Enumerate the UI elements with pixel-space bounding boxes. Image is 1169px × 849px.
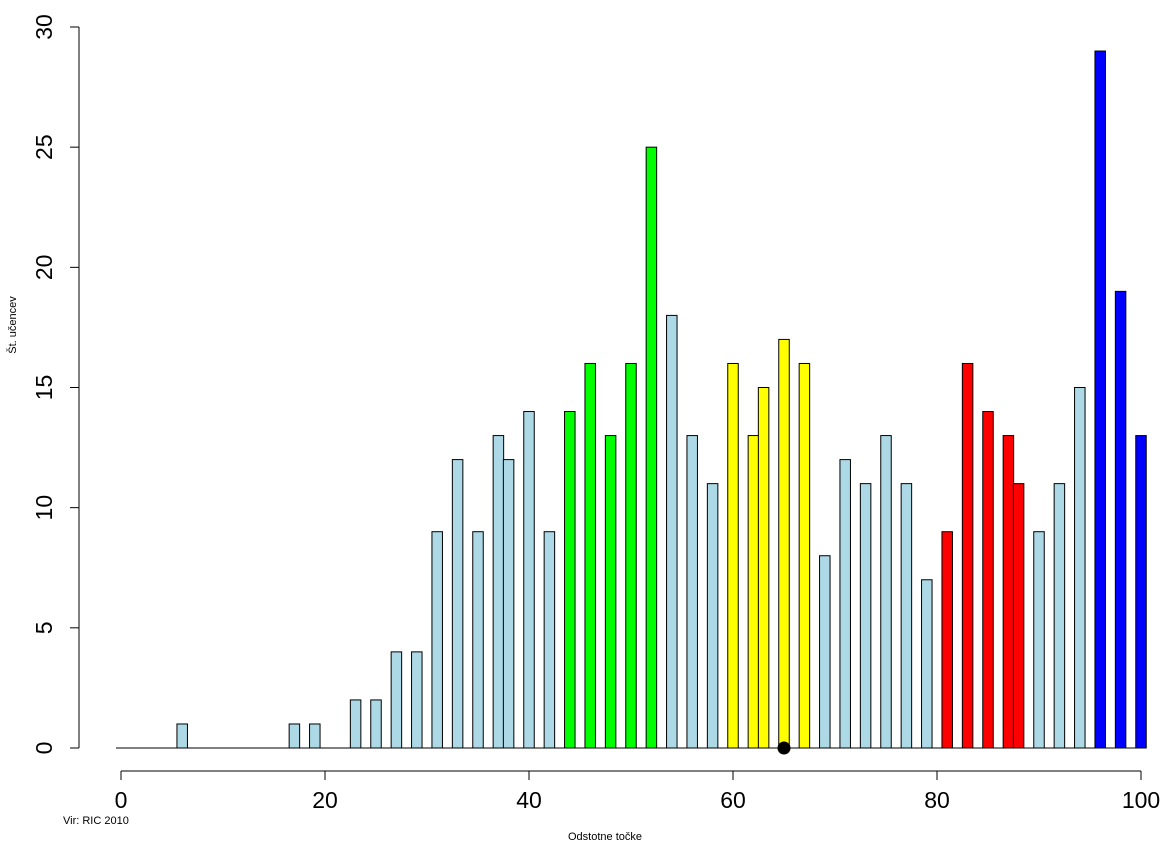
x-axis: 0 20 40 60 80 100 xyxy=(115,770,1160,813)
bar-7 xyxy=(431,531,443,749)
bar-24 xyxy=(757,387,770,749)
bar-36 xyxy=(1002,435,1015,749)
bar-35 xyxy=(982,411,994,749)
source-note: Vir: RIC 2010 xyxy=(63,815,129,827)
bar-9 xyxy=(472,531,484,749)
bar-23 xyxy=(747,435,760,749)
bar-4 xyxy=(370,699,382,749)
x-tick-label: 40 xyxy=(516,787,542,813)
bar-34 xyxy=(961,362,974,749)
x-tick-label: 0 xyxy=(115,787,128,813)
bar-17 xyxy=(625,362,637,749)
bar-13 xyxy=(543,531,556,749)
x-tick-label: 60 xyxy=(720,787,746,813)
bar-42 xyxy=(1114,290,1127,749)
bar-22 xyxy=(727,362,739,749)
bar-28 xyxy=(839,459,851,749)
bar-19 xyxy=(666,314,678,749)
y-tick-label: 10 xyxy=(31,495,57,521)
y-tick-label: 20 xyxy=(31,255,57,281)
bar-10 xyxy=(492,435,505,749)
bar-39 xyxy=(1053,483,1066,749)
bar-20 xyxy=(686,435,698,749)
y-tick-label: 0 xyxy=(31,742,57,755)
y-axis: 0 5 10 15 20 25 30 xyxy=(31,14,80,755)
y-tick-label: 5 xyxy=(31,621,57,634)
bar-16 xyxy=(604,435,617,749)
bar-43 xyxy=(1135,435,1147,749)
marker-group xyxy=(777,741,791,755)
bar-41 xyxy=(1094,50,1106,749)
bar-1 xyxy=(288,723,301,749)
bar-8 xyxy=(451,459,464,749)
bar-33 xyxy=(941,531,953,749)
bar-26 xyxy=(798,362,811,749)
bar-18 xyxy=(645,146,658,749)
y-tick-label: 30 xyxy=(31,14,57,40)
bar-25 xyxy=(778,338,790,749)
bar-31 xyxy=(900,483,913,749)
x-tick-label: 100 xyxy=(1122,787,1160,813)
bar-12 xyxy=(523,411,535,749)
x-axis-label: Odstotne točke xyxy=(568,831,642,843)
bar-5 xyxy=(390,651,403,749)
bar-2 xyxy=(309,723,321,749)
bar-14 xyxy=(564,411,576,749)
bar-37 xyxy=(1012,483,1025,749)
bar-21 xyxy=(706,483,719,749)
bar-29 xyxy=(859,483,872,749)
x-tick-label: 20 xyxy=(312,787,338,813)
y-tick-label: 25 xyxy=(31,134,57,160)
y-axis-label: Št. učencev xyxy=(7,296,19,354)
bar-32 xyxy=(921,579,933,749)
bar-40 xyxy=(1074,387,1086,749)
bar-0 xyxy=(176,723,188,749)
x-tick-label: 80 xyxy=(924,787,950,813)
bar-27 xyxy=(819,555,831,749)
bar-30 xyxy=(880,435,892,749)
bar-38 xyxy=(1033,531,1045,749)
bar-3 xyxy=(349,699,362,749)
y-tick-label: 15 xyxy=(31,375,57,401)
bar-11 xyxy=(502,459,515,749)
bar-6 xyxy=(411,651,423,749)
bars-group xyxy=(176,50,1147,749)
marker-point xyxy=(777,741,791,755)
bar-15 xyxy=(584,362,596,749)
